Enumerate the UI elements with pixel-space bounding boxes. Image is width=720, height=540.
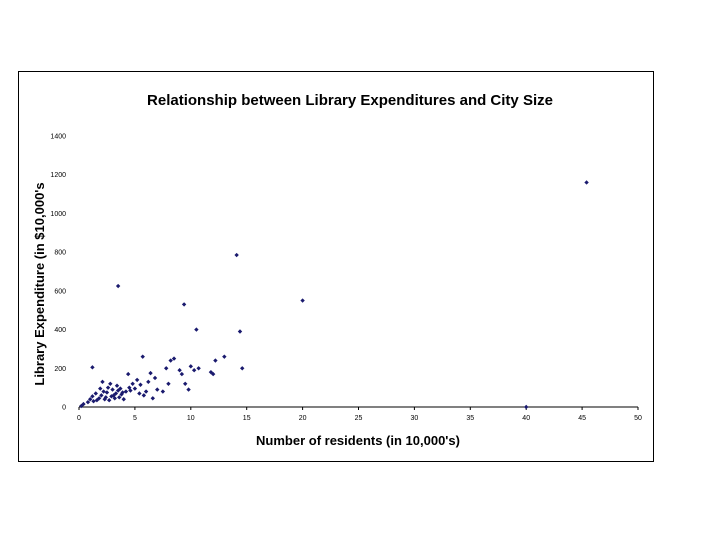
- data-point: [96, 396, 102, 401]
- data-point: [240, 366, 245, 371]
- data-point: [213, 358, 218, 363]
- x-tick-label: 20: [299, 415, 307, 422]
- chart-frame: Relationship between Library Expenditure…: [18, 71, 654, 462]
- data-point: [123, 389, 129, 394]
- scatter-chart: Relationship between Library Expenditure…: [32, 92, 642, 448]
- data-point: [234, 252, 239, 258]
- data-point: [87, 397, 93, 402]
- data-point: [103, 395, 109, 400]
- chart-title: Relationship between Library Expenditure…: [147, 92, 553, 109]
- data-point: [128, 388, 133, 393]
- data-point: [121, 397, 126, 402]
- data-point: [90, 365, 95, 370]
- x-tick-label: 5: [133, 415, 137, 422]
- data-point: [118, 386, 123, 391]
- x-tick-label: 50: [634, 415, 642, 422]
- x-tick-label: 35: [466, 415, 474, 422]
- data-point: [91, 398, 96, 404]
- y-tick-label: 1200: [50, 172, 66, 179]
- x-tick-label: 40: [522, 415, 530, 422]
- y-tick-label: 1400: [50, 134, 66, 141]
- y-tick-label: 0: [62, 405, 66, 412]
- data-point: [100, 379, 105, 385]
- x-tick-label: 30: [411, 415, 419, 422]
- data-point: [138, 382, 143, 387]
- data-point: [210, 371, 216, 377]
- data-point: [81, 401, 86, 407]
- data-point: [108, 381, 113, 386]
- data-point: [143, 389, 149, 394]
- data-point: [146, 379, 151, 385]
- x-tick-label: 15: [243, 415, 251, 422]
- data-point: [90, 394, 95, 399]
- x-tick-label: 25: [355, 415, 363, 422]
- data-point: [171, 356, 177, 361]
- data-point: [181, 302, 187, 307]
- data-point: [127, 385, 132, 390]
- data-point: [111, 393, 116, 398]
- data-point: [148, 370, 153, 376]
- data-point: [109, 394, 114, 399]
- data-point: [106, 398, 112, 403]
- data-point: [110, 387, 115, 392]
- data-point: [101, 389, 106, 394]
- data-point: [186, 387, 191, 392]
- data-point: [130, 381, 135, 386]
- data-point: [93, 391, 98, 396]
- data-point: [99, 393, 104, 398]
- x-tick-label: 0: [77, 415, 81, 422]
- x-tick-label: 45: [578, 415, 586, 422]
- data-point: [113, 391, 119, 396]
- data-point: [191, 368, 197, 373]
- data-point: [132, 386, 138, 391]
- data-point: [584, 180, 589, 185]
- data-point: [194, 327, 199, 332]
- data-point: [120, 390, 125, 395]
- data-point: [98, 386, 103, 391]
- data-point: [112, 396, 117, 401]
- data-point: [85, 399, 91, 405]
- data-point: [102, 397, 107, 402]
- data-point: [179, 371, 185, 377]
- y-axis-label: Library Expenditure (in $10,000's: [32, 182, 47, 385]
- plot-area: 0 5 10 15 20 25 30 35 40 45 50 0 200 400 600 800 1000 120…: [50, 134, 642, 423]
- data-point: [155, 387, 160, 392]
- data-point: [134, 377, 140, 383]
- data-point: [152, 375, 158, 381]
- data-point: [166, 381, 171, 386]
- data-point: [104, 390, 110, 395]
- data-point: [222, 354, 227, 359]
- data-point: [524, 404, 529, 410]
- y-tick-label: 400: [54, 327, 66, 334]
- data-point: [237, 329, 243, 334]
- data-point: [168, 358, 173, 363]
- data-point: [196, 366, 201, 371]
- data-point: [150, 396, 155, 401]
- y-tick-label: 800: [54, 250, 66, 257]
- data-point: [137, 391, 142, 396]
- data-point: [117, 395, 122, 400]
- x-tick-label: 10: [187, 415, 195, 422]
- data-point: [125, 371, 131, 377]
- data-point: [300, 298, 305, 303]
- y-tick-label: 200: [54, 366, 66, 373]
- y-tick-label: 600: [54, 288, 66, 295]
- data-point: [115, 283, 121, 289]
- data-point: [114, 383, 120, 388]
- x-axis-label: Number of residents (in 10,000's): [256, 433, 460, 448]
- data-point: [160, 389, 166, 394]
- data-point: [177, 368, 182, 373]
- data-point: [141, 393, 147, 398]
- data-point: [140, 354, 145, 359]
- data-point: [188, 364, 193, 369]
- data-point: [183, 381, 188, 386]
- data-point: [164, 366, 169, 371]
- y-tick-label: 1000: [50, 211, 66, 218]
- data-point: [105, 385, 111, 390]
